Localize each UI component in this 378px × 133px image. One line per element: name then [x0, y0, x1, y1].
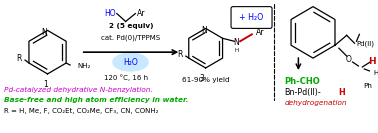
- Text: 61-90% yield: 61-90% yield: [182, 77, 229, 83]
- Text: N: N: [201, 26, 207, 35]
- Text: Ar: Ar: [256, 28, 264, 37]
- Text: R: R: [178, 50, 183, 59]
- Text: H₂O: H₂O: [123, 58, 138, 66]
- Text: 2 (5 equiv): 2 (5 equiv): [109, 23, 153, 29]
- Text: N: N: [233, 38, 239, 47]
- Text: 120 °C, 16 h: 120 °C, 16 h: [104, 74, 148, 81]
- Ellipse shape: [113, 53, 148, 71]
- Text: Pd-catalyzed dehydrative N-benzylation.: Pd-catalyzed dehydrative N-benzylation.: [4, 87, 152, 93]
- Text: 1: 1: [43, 80, 48, 89]
- Text: Bn-Pd(II)-: Bn-Pd(II)-: [285, 88, 321, 97]
- Text: + H₂O: + H₂O: [239, 13, 264, 22]
- Text: cat. Pd(0)/TPPMS: cat. Pd(0)/TPPMS: [101, 34, 161, 41]
- Text: N: N: [41, 28, 46, 37]
- Text: dehydrogenation: dehydrogenation: [285, 100, 347, 106]
- Text: H: H: [234, 48, 238, 53]
- Text: Ar: Ar: [137, 9, 146, 18]
- Text: R = H, Me, F, CO₂Et, CO₂Me, CF₃, CN, CONH₂: R = H, Me, F, CO₂Et, CO₂Me, CF₃, CN, CON…: [4, 108, 158, 114]
- Text: R: R: [16, 54, 21, 63]
- Text: NH₂: NH₂: [78, 63, 91, 69]
- Text: 3: 3: [199, 74, 204, 83]
- Text: Ph: Ph: [364, 83, 373, 89]
- Text: Ph-CHO: Ph-CHO: [285, 77, 321, 86]
- FancyBboxPatch shape: [231, 7, 272, 28]
- Text: O: O: [346, 55, 352, 64]
- Text: Pd(II): Pd(II): [356, 41, 375, 47]
- Text: H: H: [373, 70, 378, 76]
- Text: HO: HO: [104, 9, 116, 18]
- Text: H: H: [338, 88, 345, 97]
- Text: Base-free and high atom efficiency in water.: Base-free and high atom efficiency in wa…: [4, 97, 188, 103]
- Text: H: H: [368, 57, 376, 66]
